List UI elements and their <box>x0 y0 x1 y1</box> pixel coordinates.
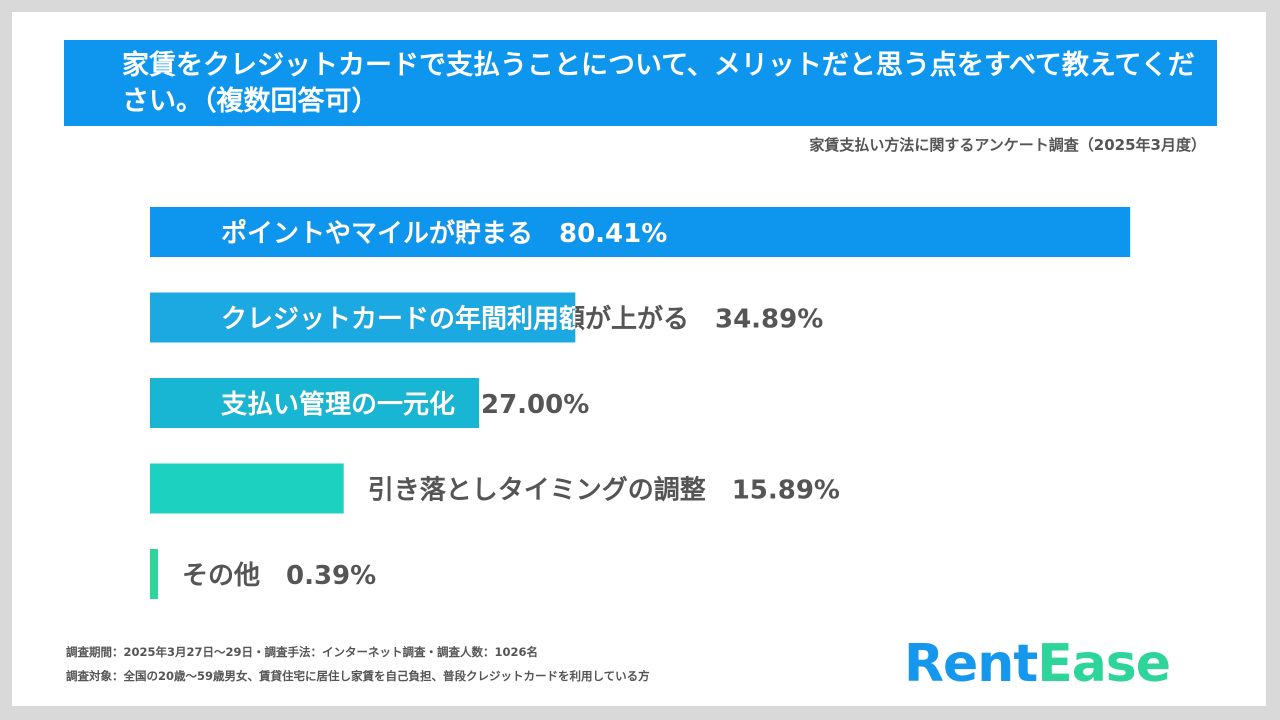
survey-target-note: 調査対象：全国の20歳〜59歳男女、賃貸住宅に居住し家賃を自己負担、普段クレジッ… <box>66 669 650 683</box>
bar-label-inside-2: クレジットカードの年間利用額が上がる 34.89% <box>221 304 823 335</box>
bar-label-5: その他 0.39% <box>182 561 376 591</box>
survey-period-note: 調査期間：2025年3月27日〜29日・調査手法：インターネット調査・調査人数：… <box>66 645 539 659</box>
logo-ease-text: Ease <box>1037 634 1171 694</box>
bar-3 <box>150 378 480 428</box>
bar-label-4: 引き落としタイミングの調整 15.89% <box>368 475 840 506</box>
question-text: 家賃をクレジットカードで支払うことについて、メリットだと思う点をすべて教えてくだ… <box>122 50 1195 117</box>
bar-label-1: ポイントやマイルが貯まる 80.41% <box>221 218 667 249</box>
bar-label-3: 支払い管理の一元化 27.00% <box>221 390 589 420</box>
bar-5 <box>150 549 158 599</box>
survey-title: 家賃支払い方法に関するアンケート調査（2025年3月度） <box>809 136 1206 154</box>
bar-label-inside-1: ポイントやマイルが貯まる 80.41% <box>221 218 667 249</box>
question-banner: 家賃をクレジットカードで支払うことについて、メリットだと思う点をすべて教えてくだ… <box>64 40 1217 126</box>
logo-rent-text: Rent <box>904 634 1038 694</box>
renteasse-logo: RentEase <box>904 634 1171 694</box>
bar-2 <box>150 292 576 343</box>
bar-4 <box>150 463 344 514</box>
infographic-card: 家賃をクレジットカードで支払うことについて、メリットだと思う点をすべて教えてくだ… <box>12 12 1266 706</box>
footnotes: 調査期間：2025年3月27日〜29日・調査手法：インターネット調査・調査人数：… <box>66 640 650 688</box>
bar-label-inside-3: 支払い管理の一元化 27.00% <box>221 390 589 420</box>
bar-1 <box>150 207 1131 257</box>
bar-label-2: クレジットカードの年間利用額が上がる 34.89% <box>221 304 823 335</box>
